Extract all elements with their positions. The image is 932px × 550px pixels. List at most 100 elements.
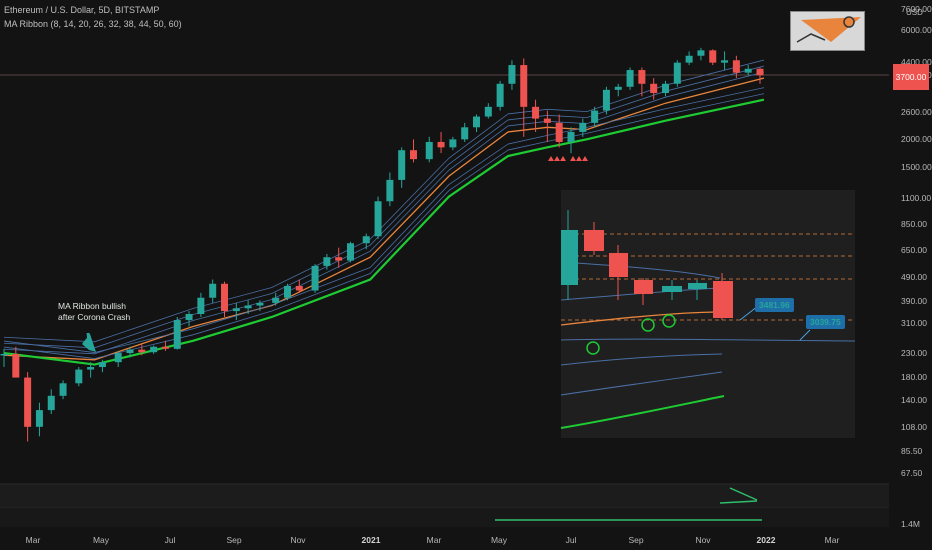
candle-body [284,285,291,298]
signal-markers [548,156,588,161]
time-tick: 2021 [361,535,381,545]
price-tick: 310.00 [901,318,927,328]
price-tick: 108.00 [901,422,927,432]
candle-body [496,83,504,107]
candle [87,362,95,378]
price-tick: 650.00 [901,245,927,255]
candle [209,279,217,303]
inset-candle-7 [713,281,733,318]
price-tick: 850.00 [901,219,927,229]
current-price-tag: 3700.00 [893,64,929,90]
candle [138,344,146,356]
candle-body [311,265,319,291]
candle [244,300,252,314]
price-tick: 85.50 [901,446,923,456]
price-tick: 2600.00 [901,107,932,117]
candle [697,47,705,61]
candle-body [410,150,417,160]
volume-axis-label: 1.4M [901,519,920,529]
candle [602,86,610,115]
candle-body [362,236,370,244]
candle-body [35,410,43,427]
time-tick: Nov [695,535,711,545]
price-tick: 4400.00 [901,57,932,67]
candle [650,78,658,100]
candle [473,114,480,132]
candle-body [114,353,122,363]
candle [256,300,264,312]
candle-body [75,369,83,384]
candle [232,302,240,321]
currency-unit: USD [906,8,923,17]
candle-body [47,395,55,411]
candle-body [461,127,469,140]
candle [520,58,528,137]
candle [532,99,540,132]
indicator-legend[interactable]: MA Ribbon (8, 14, 20, 26, 32, 38, 44, 50… [4,19,182,29]
price-tick: 180.00 [901,372,927,382]
candle [555,114,563,148]
candle-body [473,116,480,128]
candle-body [508,65,516,84]
candle [626,67,634,90]
candle [496,80,504,111]
candle-body [756,68,764,76]
candle [323,253,331,270]
price-tick: 7600.00 [901,4,932,14]
inset-zoom-panel [560,190,856,438]
candle [484,103,492,119]
candle-body [209,283,217,298]
inset-candle-4 [634,280,653,294]
candle-body [744,68,752,73]
ma-ribbon-slowest [3,98,765,366]
candle [126,346,134,358]
candle [59,380,67,400]
price-axis[interactable]: 7600.006000.004400.003600.002600.002000.… [889,0,932,550]
candle [150,345,158,354]
candle [311,264,319,293]
candle [567,127,575,154]
ma-ribbon-fast-1 [3,59,765,343]
indicator-line-2 [719,500,758,504]
inset-ma-slow [560,395,725,429]
inset-candle-5 [662,286,682,292]
price-tick: 490.00 [901,272,927,282]
candle [284,283,291,301]
candle-body [685,55,693,63]
candle [75,367,83,387]
candle [756,67,764,84]
candle [461,122,469,142]
ma-ribbon-slow-2 [3,87,765,353]
candle [673,60,681,87]
candle-body [173,320,181,349]
candle [386,172,394,207]
candle [437,131,445,154]
time-tick: Sep [628,535,644,545]
candle-body [398,150,406,180]
candle [425,136,433,163]
candle-body [256,302,264,306]
candle-body [150,346,158,353]
candle [508,60,516,90]
candle-body [59,383,67,396]
inset-circle-2 [641,318,655,332]
candle-body [697,50,705,56]
candle-body [87,367,95,370]
candle-body [532,106,540,119]
candle-body [437,141,445,148]
inset-ma-2 [560,338,856,342]
candle-body [323,257,331,266]
candle-body [567,131,575,142]
candle [543,110,551,142]
candle [173,316,181,350]
candle [374,196,382,239]
candle-body [732,60,740,73]
ma-ribbon-fast-3 [3,71,765,355]
time-tick: Nov [290,535,306,545]
candle-body [425,141,433,160]
inset-ma-fast [560,261,721,279]
candle-body [24,377,32,427]
candle-body [721,60,729,63]
price-tick: 230.00 [901,348,927,358]
